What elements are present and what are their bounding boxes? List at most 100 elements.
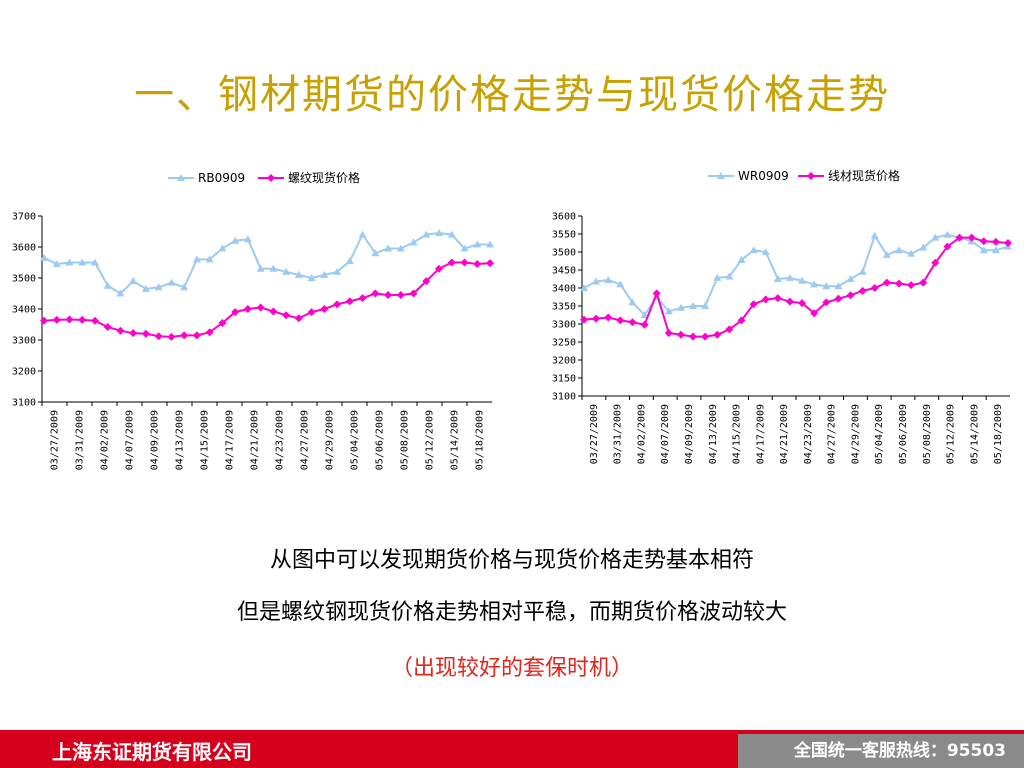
x-tick-label: 05/12/2009 [946,404,957,464]
series-0-point [103,281,112,289]
series-0-point [218,244,227,252]
series-0-point [737,255,746,263]
series-0-point [689,302,698,309]
series-0-point [919,243,928,251]
series-line-0 [43,232,490,295]
series-0-point [129,277,138,285]
series-1-point [435,264,444,273]
series-1-point [129,329,138,338]
x-tick-label: 04/02/2009 [100,410,111,470]
series-0-point [749,246,758,254]
series-0-point [676,303,685,311]
series-0-point [664,307,673,315]
x-tick-label: 04/17/2009 [225,410,236,470]
series-0-point [294,270,303,278]
series-1-point [592,314,601,323]
caption-hedging-opportunity: （出现较好的套保时机） [390,656,633,681]
series-1-point [676,330,685,339]
series-0-point [422,230,431,238]
series-0-point [333,267,342,275]
series-1-point [725,325,734,334]
series-0-point [307,274,316,281]
x-tick-label: 04/15/2009 [200,410,211,470]
series-0-point [882,250,891,258]
x-tick-label: 04/13/2009 [175,410,186,470]
series-0-point [256,264,265,272]
y-tick-label: 3200 [552,356,576,367]
x-tick-label: 05/06/2009 [375,410,386,470]
series-1-point [294,314,303,323]
footer-company-name: 上海东证期货有限公司 [52,740,252,764]
series-1-point [798,299,807,308]
series-1-point [773,294,782,303]
series-1-point [785,297,794,306]
y-tick-label: 3300 [552,320,576,331]
series-line-1 [583,236,1009,338]
y-tick-label: 3350 [552,302,576,313]
series-1-point [870,284,879,292]
x-tick-label: 04/09/2009 [150,410,161,470]
series-1-point [991,237,1000,246]
series-0-point [154,283,163,291]
series-1-point [628,318,637,327]
series-0-point [345,256,354,264]
legend-marker-0 [177,174,185,181]
y-tick-label: 3250 [552,338,576,349]
series-0-point [231,236,240,244]
x-tick-label: 05/12/2009 [425,410,436,470]
wire-rod-chart-svg: 3100 3150 3200 3250 3300 3350 3400 3450 3500 3550… [552,168,1012,464]
series-1-point [919,278,928,287]
series-0-point [243,235,252,243]
series-1-point [473,260,482,269]
series-1-point [409,289,418,298]
series-0-point [894,246,903,254]
series-1-point [664,329,673,337]
x-tick-label: 05/08/2009 [922,404,933,464]
x-tick-label: 04/21/2009 [250,410,261,470]
series-line-1 [43,261,491,338]
series-0-point [180,283,189,291]
y-tick-label: 3500 [552,248,576,259]
series-0-point [320,270,329,278]
series-1-point [218,318,227,327]
y-tick-label: 3100 [12,398,36,409]
series-0-point [384,244,393,252]
x-tick-label: 04/07/2009 [125,410,136,470]
series-1-point [384,291,393,300]
series-0-point [931,233,940,241]
series-0-point [269,264,278,272]
series-0-point [943,230,952,238]
series-0-point [979,246,988,254]
series-1-point [243,305,252,313]
y-tick-label: 3400 [12,305,36,316]
x-tick-label: 04/27/2009 [827,404,838,464]
series-1-point [154,332,163,341]
series-0-point [192,255,201,263]
rebar-price-chart: 3100 3200 3300 3400 3500 3600 3700 03/27/2009 03… [8,160,500,530]
series-0-point [358,230,367,238]
series-0-point [907,249,916,257]
series-1-point [358,294,367,303]
series-1-point [78,315,87,324]
x-tick-label: 05/14/2009 [450,410,461,470]
y-tick-label: 3500 [12,274,36,285]
series-1-point [1004,239,1012,247]
series-0-point [810,280,819,288]
x-tick-label: 05/04/2009 [874,404,885,464]
series-0-point [798,276,807,284]
series-1-point [689,332,698,341]
series-1-point [180,331,189,340]
series-1-point [822,298,831,307]
series-1-point [737,316,746,325]
series-1-point [282,311,291,320]
series-1-point [810,309,819,318]
series-1-point [396,291,405,300]
series-1-point [967,233,976,242]
legend-label-1: 线材现货价格 [828,168,900,183]
x-tick-label: 04/15/2009 [732,404,743,464]
series-1-point [701,332,710,341]
series-0-point [52,260,61,268]
series-1-point [307,308,316,317]
series-0-point [205,255,214,263]
series-0-point [628,298,637,306]
